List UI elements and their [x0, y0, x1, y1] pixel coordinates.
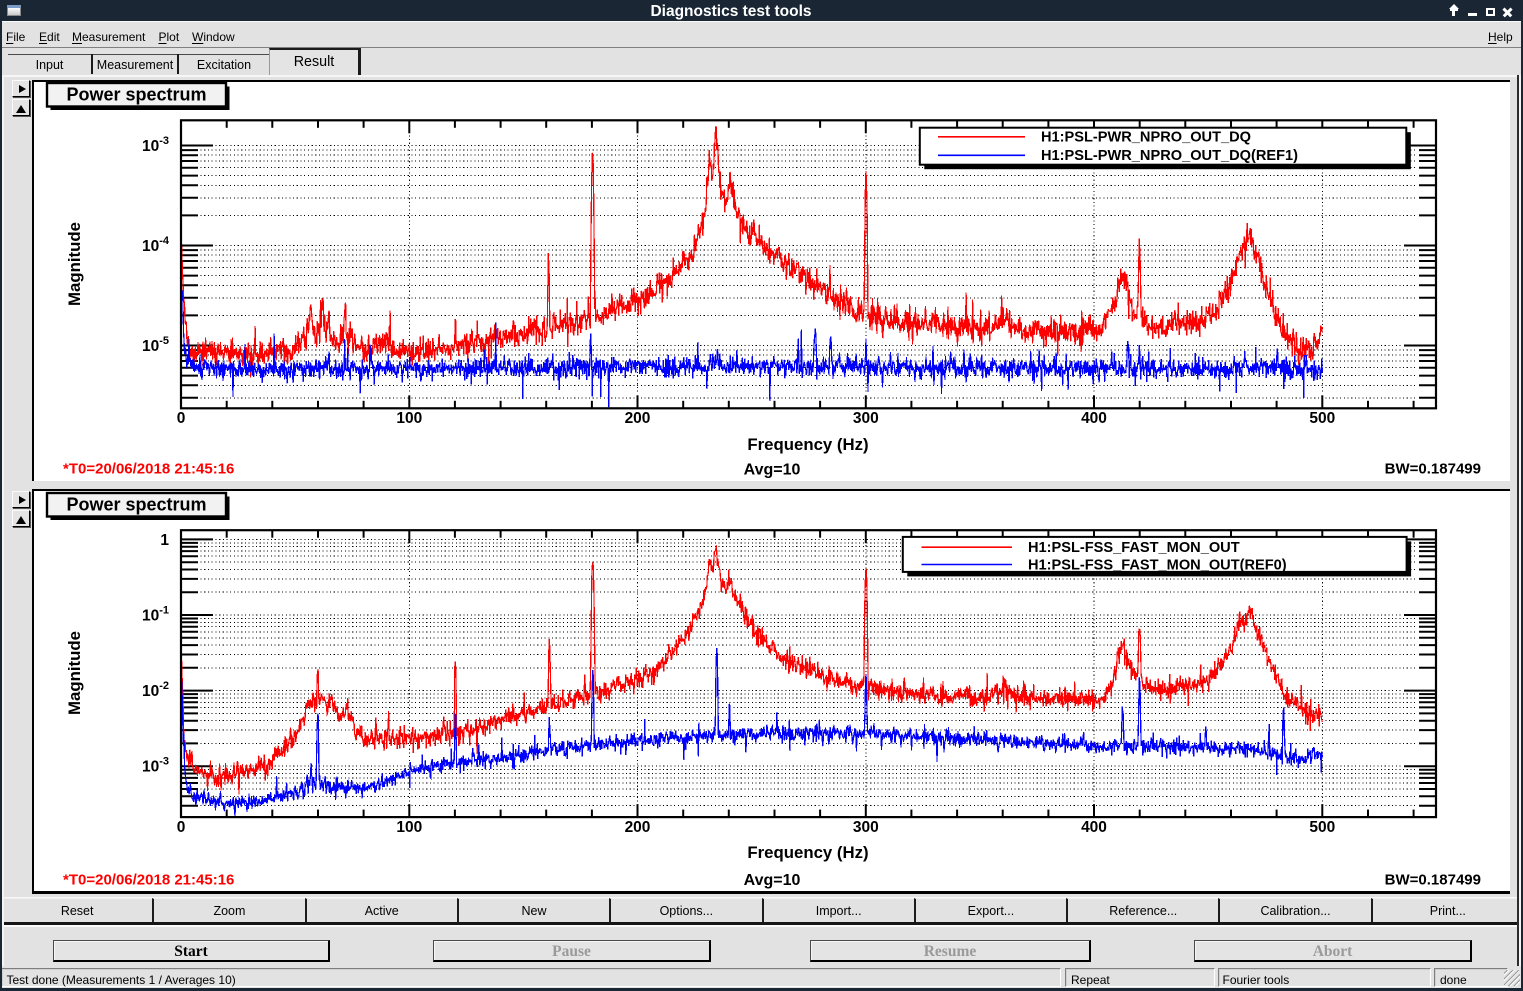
svg-text:Frequency (Hz): Frequency (Hz)	[747, 435, 868, 454]
svg-text:H1:PSL-FSS_FAST_MON_OUT: H1:PSL-FSS_FAST_MON_OUT	[1028, 540, 1240, 556]
svg-text:Frequency (Hz): Frequency (Hz)	[747, 843, 868, 862]
svg-text:Magnitude: Magnitude	[65, 631, 84, 715]
svg-text:300: 300	[853, 410, 879, 427]
svg-text:200: 200	[625, 410, 651, 427]
svg-text:10-4: 10-4	[142, 235, 170, 255]
svg-text:BW=0.187499: BW=0.187499	[1385, 872, 1481, 889]
svg-text:10-2: 10-2	[142, 680, 169, 700]
svg-text:H1:PSL-PWR_NPRO_OUT_DQ(REF1): H1:PSL-PWR_NPRO_OUT_DQ(REF1)	[1041, 148, 1298, 164]
svg-text:BW=0.187499: BW=0.187499	[1385, 461, 1481, 478]
svg-text:Power spectrum: Power spectrum	[66, 495, 206, 515]
svg-text:10-1: 10-1	[142, 605, 169, 625]
svg-text:300: 300	[853, 819, 879, 836]
svg-text:200: 200	[625, 819, 651, 836]
svg-text:0: 0	[177, 410, 186, 427]
svg-text:*T0=20/06/2018 21:45:16: *T0=20/06/2018 21:45:16	[63, 872, 234, 889]
svg-text:Power spectrum: Power spectrum	[66, 85, 206, 105]
svg-text:Magnitude: Magnitude	[65, 222, 84, 306]
svg-text:400: 400	[1081, 819, 1107, 836]
svg-text:Avg=10: Avg=10	[744, 462, 801, 479]
svg-text:100: 100	[396, 410, 422, 427]
svg-text:10-3: 10-3	[142, 135, 169, 155]
svg-text:10-5: 10-5	[142, 335, 169, 355]
svg-text:*T0=20/06/2018 21:45:16: *T0=20/06/2018 21:45:16	[63, 461, 234, 478]
svg-text:Avg=10: Avg=10	[744, 872, 801, 889]
svg-text:500: 500	[1309, 819, 1335, 836]
svg-text:H1:PSL-PWR_NPRO_OUT_DQ: H1:PSL-PWR_NPRO_OUT_DQ	[1041, 130, 1251, 146]
svg-text:400: 400	[1081, 410, 1107, 427]
svg-text:100: 100	[396, 819, 422, 836]
svg-text:500: 500	[1309, 410, 1335, 427]
svg-text:H1:PSL-FSS_FAST_MON_OUT(REF0): H1:PSL-FSS_FAST_MON_OUT(REF0)	[1028, 557, 1287, 573]
svg-text:0: 0	[177, 819, 186, 836]
svg-text:10-3: 10-3	[142, 756, 169, 776]
svg-text:1: 1	[160, 532, 169, 549]
